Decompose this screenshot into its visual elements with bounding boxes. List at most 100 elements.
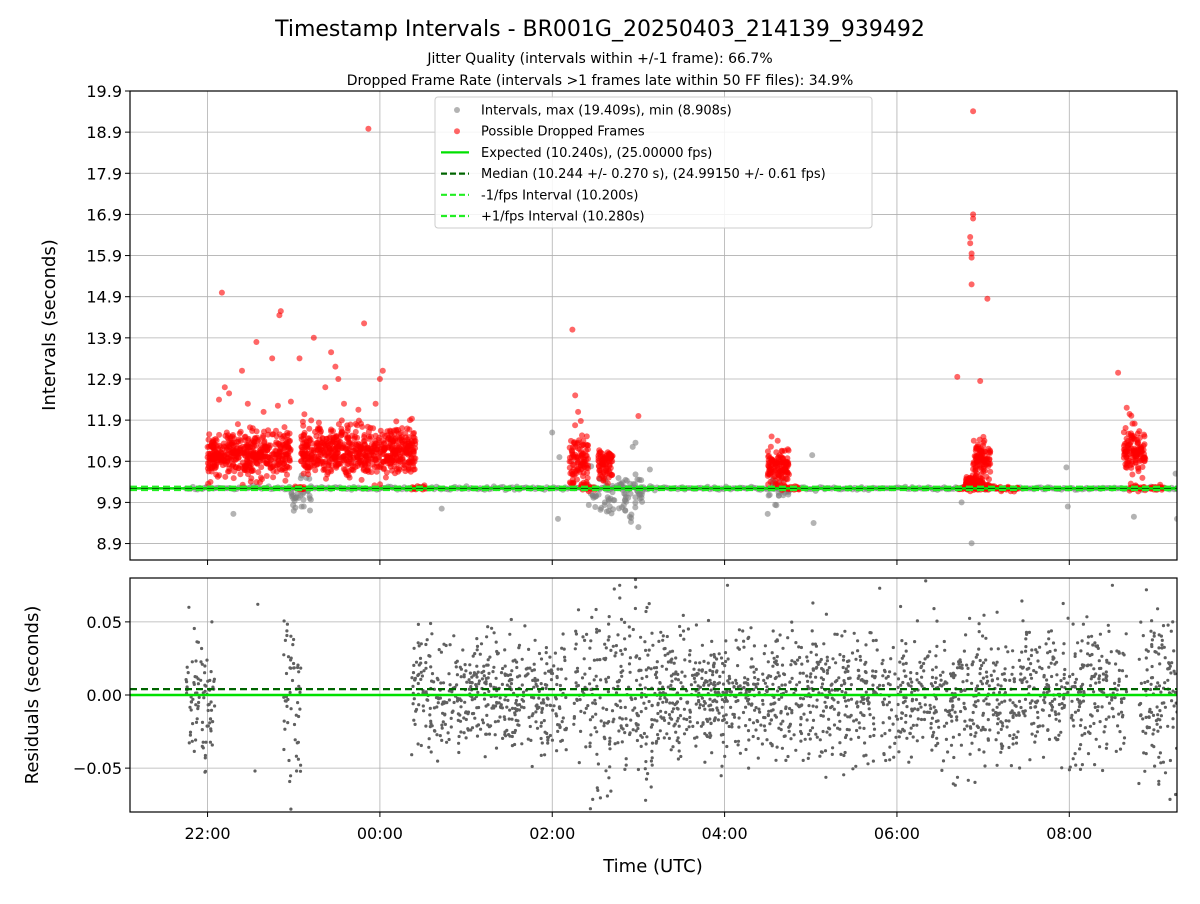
dropped-frame-point: [970, 216, 976, 222]
residual-point: [593, 678, 596, 681]
residual-point: [481, 677, 484, 680]
residual-point: [899, 684, 902, 687]
residual-point: [556, 730, 559, 733]
residual-point: [702, 721, 705, 724]
residual-point: [642, 702, 645, 705]
residual-point: [670, 680, 673, 683]
residual-point: [978, 630, 981, 633]
residual-point: [472, 712, 475, 715]
dropped-frame-point: [234, 445, 240, 451]
residual-point: [743, 676, 746, 679]
residual-point: [1081, 683, 1084, 686]
residual-point: [202, 741, 205, 744]
residual-point: [818, 755, 821, 758]
residual-point: [727, 657, 730, 660]
residual-point: [883, 698, 886, 701]
residual-point: [1100, 655, 1103, 658]
residual-point: [1125, 675, 1128, 678]
residual-point: [473, 717, 476, 720]
residual-point: [773, 657, 776, 660]
residual-point: [186, 666, 189, 669]
residual-point: [645, 742, 648, 745]
legend-label: Possible Dropped Frames: [481, 125, 645, 140]
residual-point: [805, 674, 808, 677]
dropped-frame-point: [246, 459, 252, 465]
dropped-frame-point: [596, 451, 602, 457]
dropped-frame-point: [402, 430, 408, 436]
dropped-frame-point: [390, 450, 396, 456]
residual-point: [770, 718, 773, 721]
residual-point: [494, 733, 497, 736]
dropped-frame-point: [1132, 454, 1138, 460]
residual-point: [822, 715, 825, 718]
residual-point: [874, 691, 877, 694]
residual-point: [1098, 677, 1101, 680]
residual-point: [960, 744, 963, 747]
dropped-frame-point: [406, 440, 412, 446]
residual-point: [594, 713, 597, 716]
residual-point: [476, 691, 479, 694]
residual-point: [433, 730, 436, 733]
residual-point: [522, 691, 525, 694]
residual-point: [915, 724, 918, 727]
residual-point: [922, 669, 925, 672]
residual-point: [638, 657, 641, 660]
dropped-frame-point: [575, 446, 581, 452]
dropped-frame-point: [570, 472, 576, 478]
residual-point: [688, 660, 691, 663]
residual-point: [608, 743, 611, 746]
residual-point: [201, 721, 204, 724]
residual-point: [510, 669, 513, 672]
residual-point: [781, 720, 784, 723]
dropped-frame-point: [345, 428, 351, 434]
dropped-frame-point: [354, 422, 360, 428]
residual-point: [605, 646, 608, 649]
residual-point: [503, 698, 506, 701]
residual-point: [451, 711, 454, 714]
residual-point: [748, 690, 751, 693]
residual-point: [935, 645, 938, 648]
residual-point: [909, 677, 912, 680]
residual-point: [282, 748, 285, 751]
residual-point: [955, 715, 958, 718]
residual-point: [904, 675, 907, 678]
residual-point: [812, 719, 815, 722]
dropped-frame-point: [410, 449, 416, 455]
residual-point: [844, 671, 847, 674]
residual-point: [707, 684, 710, 687]
residual-point: [1012, 712, 1015, 715]
residual-point: [439, 681, 442, 684]
residual-point: [603, 736, 606, 739]
residual-point: [752, 735, 755, 738]
residual-point: [509, 673, 512, 676]
interval-point: [633, 471, 639, 477]
residual-point: [669, 684, 672, 687]
residual-point: [781, 747, 784, 750]
residual-point: [1004, 667, 1007, 670]
dropped-frame-point: [372, 438, 378, 444]
residual-point: [971, 719, 974, 722]
interval-point: [632, 500, 638, 506]
residual-point: [653, 718, 656, 721]
residual-point: [1089, 725, 1092, 728]
residual-point: [442, 720, 445, 723]
dropped-frame-point: [258, 464, 264, 470]
residual-point: [459, 730, 462, 733]
residual-point: [1046, 651, 1049, 654]
residual-point: [1032, 669, 1035, 672]
residual-point: [845, 667, 848, 670]
residual-point: [505, 729, 508, 732]
residual-point: [1048, 738, 1051, 741]
residual-point: [430, 680, 433, 683]
residual-point: [997, 683, 1000, 686]
residual-point: [1030, 677, 1033, 680]
residual-point: [689, 720, 692, 723]
residual-point: [670, 661, 673, 664]
residual-point: [490, 627, 493, 630]
dropped-frame-point: [575, 409, 581, 415]
residual-point: [761, 673, 764, 676]
residual-point: [992, 709, 995, 712]
dropped-frame-point: [635, 413, 641, 419]
residual-point: [811, 726, 814, 729]
residual-point: [534, 720, 537, 723]
